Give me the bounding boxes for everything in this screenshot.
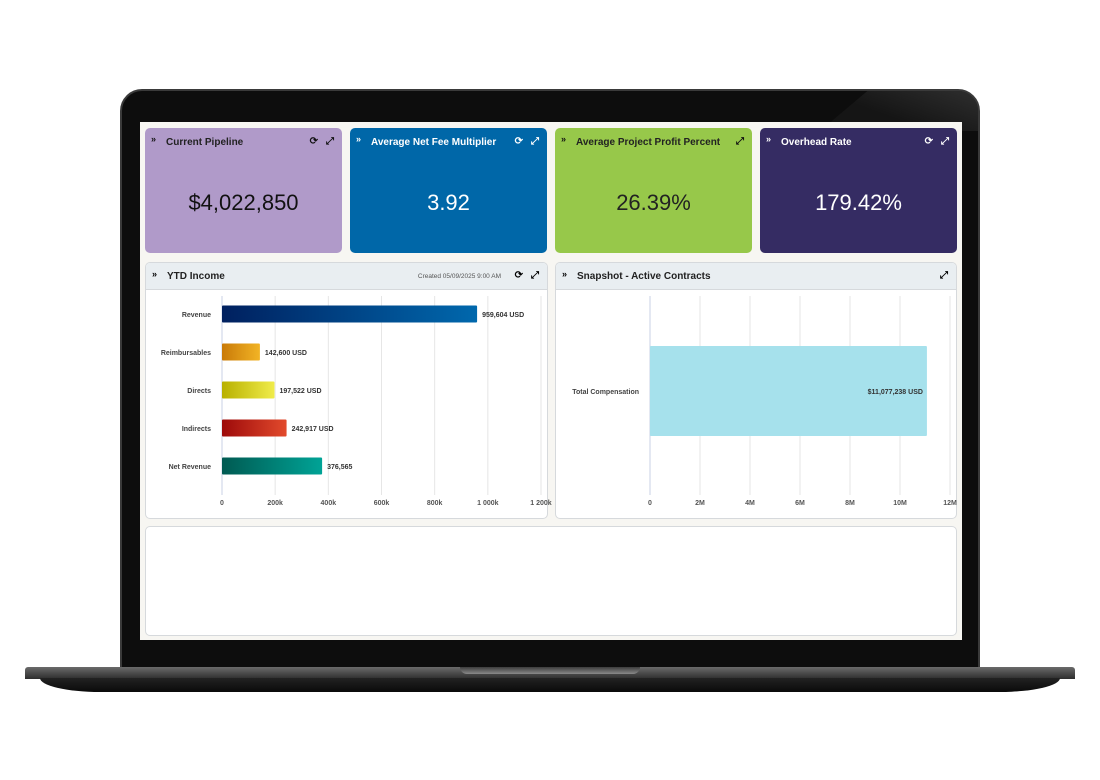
kpi-title: Overhead Rate [781,137,852,148]
laptop-notch [460,667,640,674]
snapshot-header: » Snapshot - Active Contracts ⤢ [556,263,956,290]
kpi-card: » Average Project Profit Percent ⤢ 26.39… [555,128,752,253]
kpi-card: » Overhead Rate ⟳ ⤢ 179.42% [760,128,957,253]
kpi-value: $4,022,850 [188,190,299,215]
created-timestamp: Created 05/09/2025 9:00 AM [417,273,501,280]
expand-icon[interactable]: ⤢ [326,136,334,147]
empty-panel [145,526,957,636]
refresh-icon[interactable]: ⟳ [514,270,523,281]
double-chevron-down-icon[interactable]: » [766,134,772,144]
kpi-card: » Average Net Fee Multiplier ⟳ ⤢ 3.92 [350,128,547,253]
kpi-value: 3.92 [427,190,470,215]
kpi-title: Average Project Profit Percent [576,137,721,148]
kpi-title: Current Pipeline [166,137,244,148]
expand-icon[interactable]: ⤢ [736,136,744,147]
double-chevron-down-icon[interactable]: » [151,134,157,144]
expand-icon[interactable]: ⤢ [941,136,949,147]
kpi-value: 179.42% [815,190,902,215]
refresh-icon[interactable]: ⟳ [924,136,933,147]
expand-icon[interactable]: ⤢ [531,136,539,147]
double-chevron-down-icon[interactable]: » [152,269,158,279]
expand-icon[interactable]: ⤢ [940,270,948,281]
double-chevron-down-icon[interactable]: » [356,134,362,144]
double-chevron-down-icon[interactable]: » [562,269,568,279]
refresh-icon[interactable]: ⟳ [309,136,318,147]
ytd-income-title: YTD Income [167,271,225,282]
kpi-card: » Current Pipeline ⟳ ⤢ $4,022,850 [145,128,342,253]
refresh-icon[interactable]: ⟳ [514,136,523,147]
double-chevron-down-icon[interactable]: » [561,134,567,144]
laptop-base-bottom [40,678,1060,692]
ytd-income-header: » YTD Income Created 05/09/2025 9:00 AM … [146,263,547,290]
kpi-title: Average Net Fee Multiplier [371,137,497,148]
snapshot-panel: » Snapshot - Active Contracts ⤢ [555,262,957,519]
snapshot-title: Snapshot - Active Contracts [577,271,711,282]
ytd-income-panel: » YTD Income Created 05/09/2025 9:00 AM … [145,262,548,519]
kpi-value: 26.39% [616,190,691,215]
expand-icon[interactable]: ⤢ [531,270,539,281]
